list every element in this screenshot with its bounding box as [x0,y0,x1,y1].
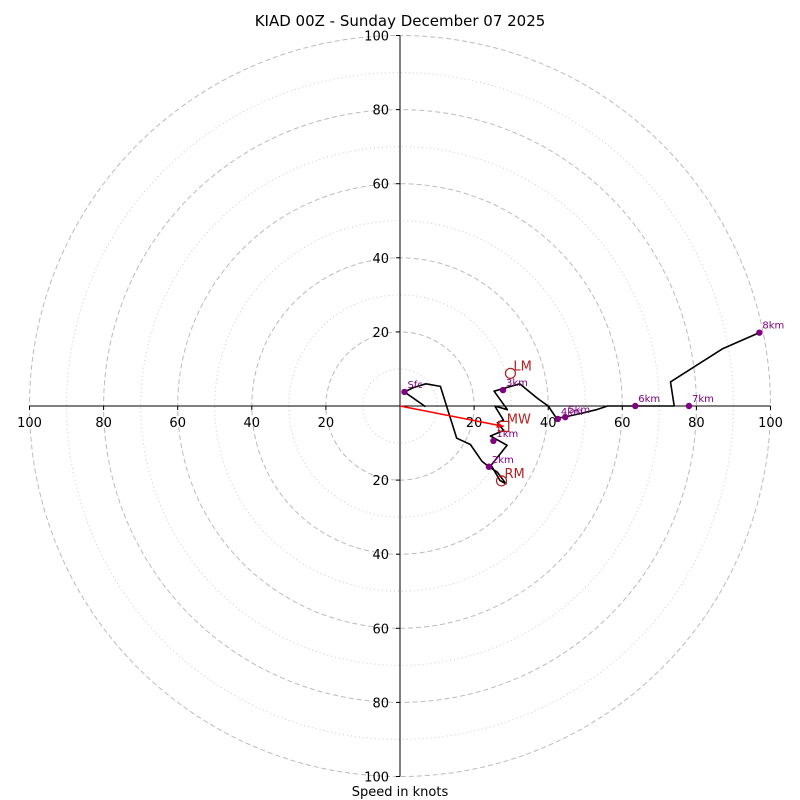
x-tick-label: 100 [17,416,42,431]
wind-profile-line [404,331,760,485]
chart-title: KIAD 00Z - Sunday December 07 2025 [255,12,546,30]
x-tick-label: 40 [244,416,261,431]
height-marker-point [401,388,408,396]
y-tick-label: 20 [372,326,389,341]
mean-wind-vector [399,405,504,428]
height-marker-point [685,402,693,410]
y-tick-label: 40 [372,252,389,267]
mean-wind-marker [498,420,510,432]
height-marker-label: 5km [568,405,590,416]
height-marker-label: 7km [692,394,714,405]
y-tick-label: 40 [372,548,389,563]
height-marker-label: 8km [762,321,784,332]
height-marker-label: 1km [496,429,518,440]
y-tick-label: 100 [364,771,389,786]
y-tick-label: 20 [372,474,389,489]
height-marker-point [632,402,639,410]
height-marker-label: 3km [506,378,528,389]
storm-motion: MW LM RM [399,359,532,487]
x-tick-label: 60 [614,416,631,431]
right-mover-marker [495,475,508,487]
wind-profile-start-segment [403,391,427,408]
x-tick-label: 80 [688,416,705,431]
y-tick-label: 80 [372,104,389,119]
height-marker-point [485,463,493,470]
height-marker-point [490,437,497,445]
left-mover-label: LM [513,359,531,374]
y-tick-label: 60 [372,622,389,637]
height-marker-label: 4km [561,407,583,418]
height-marker-label: Sfc [407,380,422,391]
right-mover-label: RM [505,467,525,482]
x-tick-label: 20 [318,416,335,431]
height-marker-point [499,386,507,394]
y-tick-label: 60 [372,178,389,193]
height-marker-point [554,415,562,423]
x-tick-label: 60 [169,416,186,431]
x-axis-label: Speed in knots [352,785,449,800]
mean-wind-label: MW [507,412,531,427]
height-marker-point [756,329,763,336]
y-tick-label: 100 [364,30,389,45]
x-tick-label: 20 [466,416,483,431]
height-marker-label: 2km [492,455,514,466]
x-tick-label: 100 [758,416,783,431]
tick-labels: 100 80 60 40 20 20 40 60 80 100 100 80 60 40 20 20 40 60 8… [17,30,783,786]
height-marker-label: 6km [638,394,660,405]
left-mover-marker [504,367,517,379]
wind-profile [403,331,760,485]
x-tick-label: 40 [540,416,557,431]
y-tick-label: 80 [372,696,389,711]
x-tick-label: 80 [95,416,112,431]
height-marker-point [562,413,569,421]
